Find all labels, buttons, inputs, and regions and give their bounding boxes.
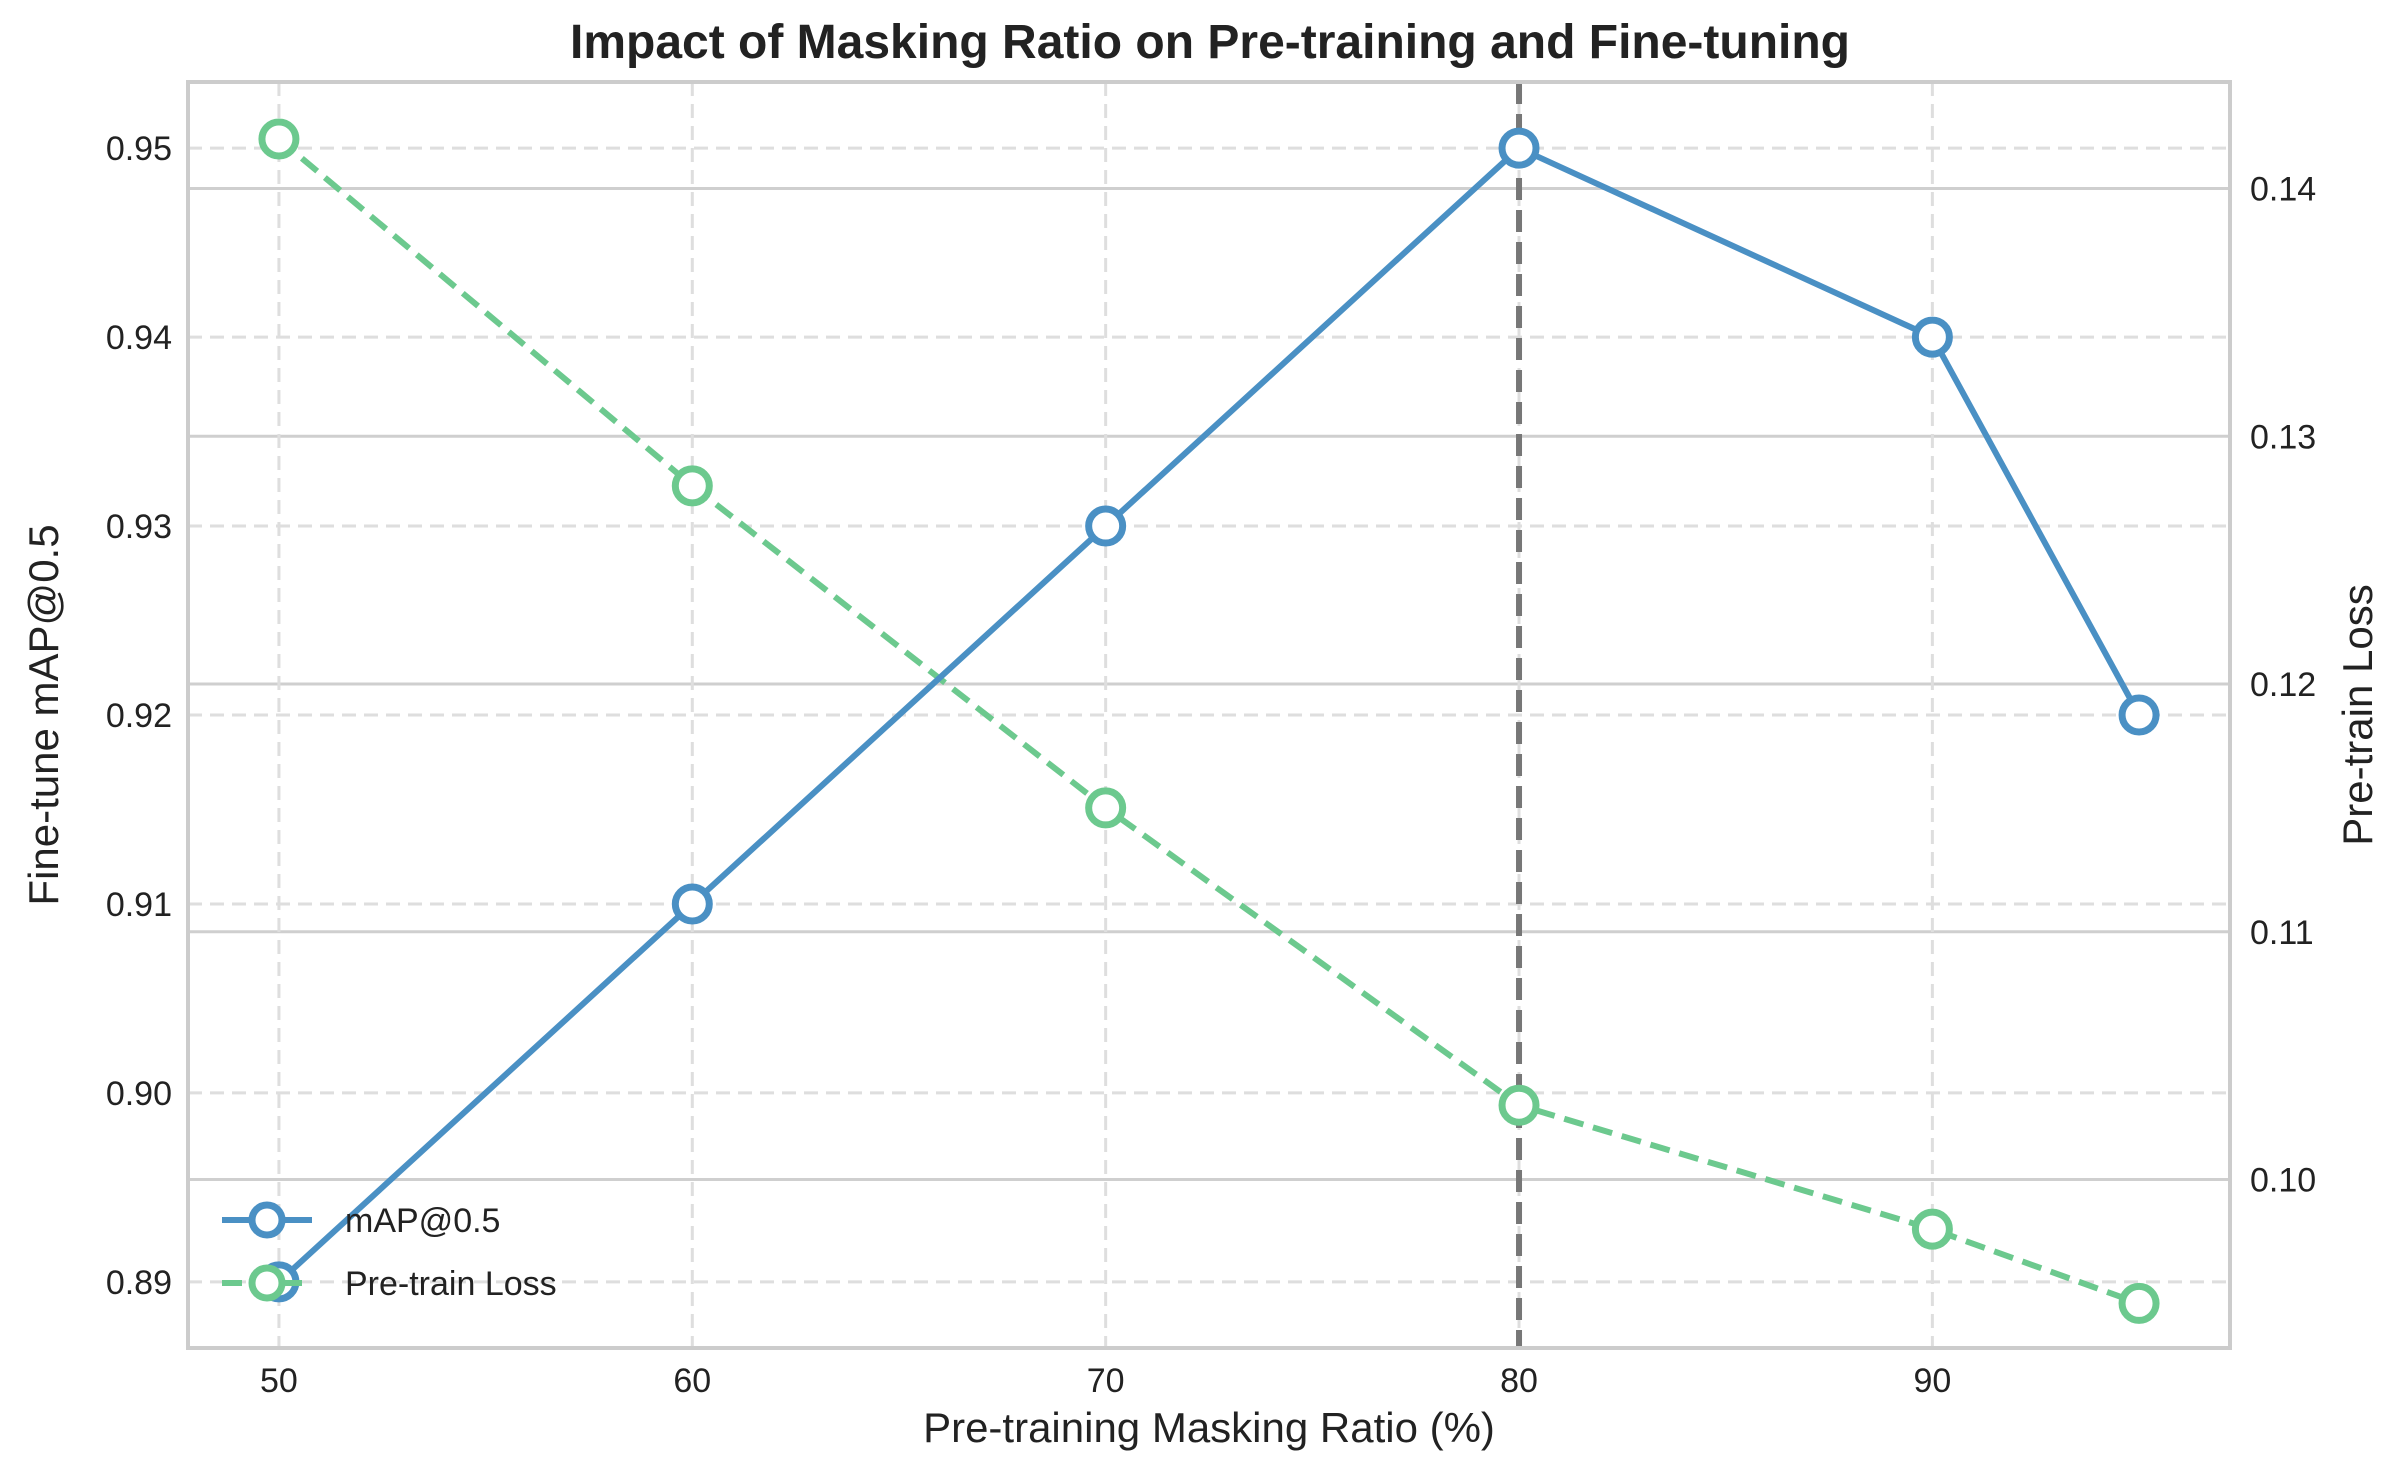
right-axis-ticks: 0.10 0.11 0.12 0.13 0.14	[2250, 171, 2316, 1200]
right-tick-label: 0.11	[2250, 914, 2314, 952]
data-point-map-70	[1085, 505, 1127, 547]
x-axis-label: Pre-training Masking Ratio (%)	[923, 1404, 1495, 1451]
data-point-loss-90	[1911, 1208, 1953, 1250]
data-point-loss-70	[1085, 787, 1127, 829]
right-tick-label: 0.10	[2250, 1162, 2316, 1200]
right-axis-label: Pre-train Loss	[2334, 584, 2381, 845]
right-tick-label: 0.13	[2250, 418, 2316, 456]
left-tick-label: 0.89	[106, 1264, 172, 1302]
chart-title: Impact of Masking Ratio on Pre-training …	[570, 16, 1850, 69]
data-point-loss-80	[1498, 1084, 1540, 1126]
data-point-map-60	[671, 883, 713, 925]
data-point-map-90	[1911, 316, 1953, 358]
legend-marker-loss	[248, 1264, 286, 1302]
x-tick-label: 50	[260, 1362, 298, 1400]
series-line-loss	[276, 136, 2141, 1307]
data-point-loss-95	[2118, 1282, 2160, 1324]
data-point-loss-60	[671, 465, 713, 507]
right-tick-label: 0.14	[2250, 171, 2316, 209]
legend-label-map: mAP@0.5	[345, 1202, 500, 1240]
left-tick-label: 0.92	[106, 697, 172, 735]
x-tick-label: 90	[1913, 1362, 1951, 1400]
series-line-map	[276, 145, 2142, 1285]
left-tick-label: 0.91	[106, 886, 172, 924]
right-tick-label: 0.12	[2250, 666, 2316, 704]
series-layer	[258, 118, 2160, 1324]
legend-marker-map	[248, 1201, 286, 1239]
x-tick-label: 60	[673, 1362, 711, 1400]
x-tick-label: 70	[1087, 1362, 1125, 1400]
x-tick-label: 80	[1500, 1362, 1538, 1400]
data-point-map-80	[1498, 127, 1540, 169]
left-axis-ticks: 0.89 0.90 0.91 0.92 0.93 0.94 0.95	[106, 130, 172, 1302]
legend: mAP@0.5 Pre-train Loss	[222, 1201, 557, 1303]
left-tick-label: 0.90	[106, 1075, 172, 1113]
left-tick-label: 0.94	[106, 319, 172, 357]
left-tick-label: 0.93	[106, 508, 172, 546]
plot-frame	[186, 80, 2232, 1350]
left-axis-label: Fine-tune mAP@0.5	[20, 524, 67, 905]
data-point-loss-50	[258, 118, 300, 160]
x-axis-ticks: 50 60 70 80 90	[260, 1362, 1951, 1400]
data-point-map-95	[2118, 694, 2160, 736]
left-tick-label: 0.95	[106, 130, 172, 168]
legend-label-loss: Pre-train Loss	[345, 1265, 557, 1303]
